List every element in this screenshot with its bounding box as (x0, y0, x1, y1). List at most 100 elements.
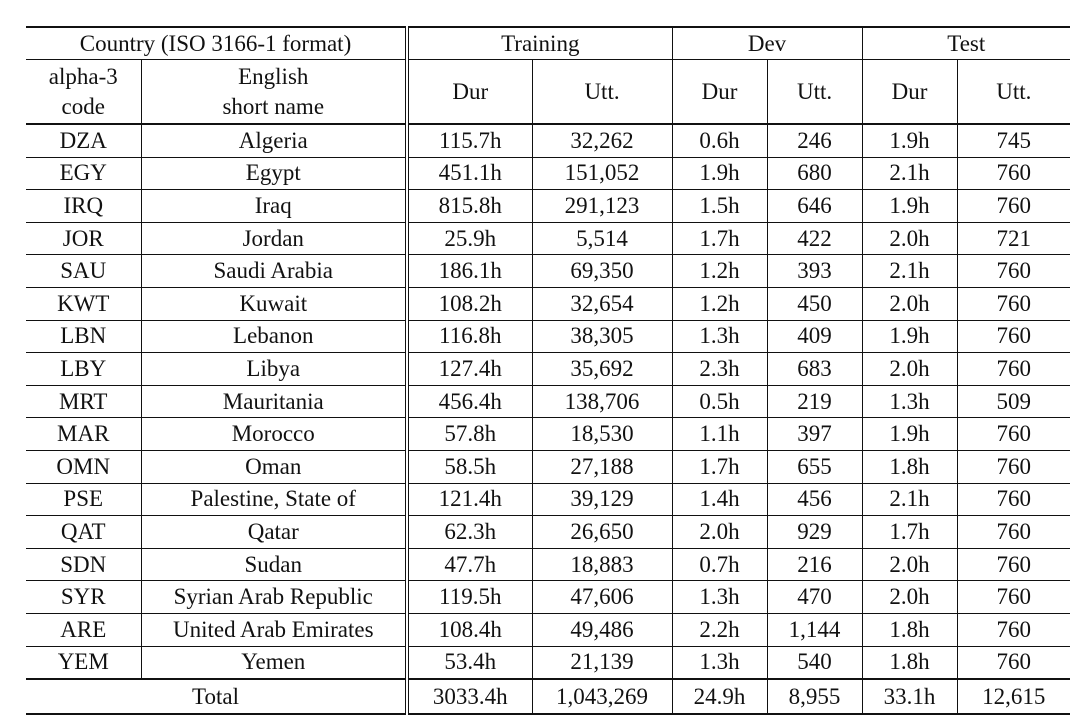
training-utt-cell: 138,706 (532, 385, 673, 419)
country-code-cell: MAR (26, 417, 142, 451)
dev-dur-cell: 1.3h (672, 320, 768, 354)
test-dur-header: Dur (862, 59, 958, 125)
test-utt-cell: 760 (957, 580, 1071, 614)
test-utt-cell: 721 (957, 222, 1071, 256)
country-code-cell: KWT (26, 287, 142, 321)
test-dur-cell: 1.7h (862, 515, 958, 549)
name-header-line2: short name (222, 93, 325, 119)
test-dur-cell: 2.0h (862, 352, 958, 386)
table-body: DZA Algeria 115.7h 32,262 0.6h 246 1.9h 745 EGY E… (26, 124, 1071, 680)
dev-group-header: Dev (672, 26, 863, 60)
dev-dur-cell: 1.1h (672, 417, 768, 451)
country-name-cell: Yemen (141, 646, 409, 680)
table-row: SYR Syrian Arab Republic 119.5h 47,606 1.3h 4… (26, 580, 1071, 614)
country-name-cell: Mauritania (141, 385, 409, 419)
training-dur-cell: 119.5h (407, 580, 533, 614)
training-dur-header: Dur (407, 59, 533, 125)
table-row: QAT Qatar 62.3h 26,650 2.0h 929 1.7h 760 (26, 515, 1071, 549)
dev-dur-cell: 0.7h (672, 548, 768, 582)
name-header-line1: English (238, 63, 309, 89)
table-row: LBN Lebanon 116.8h 38,305 1.3h 409 1.9h 760 (26, 320, 1071, 354)
table-row: ARE United Arab Emirates 108.4h 49,486 2.2h 1… (26, 613, 1071, 647)
country-name-cell: Syrian Arab Republic (141, 580, 409, 614)
training-utt-cell: 38,305 (532, 320, 673, 354)
test-utt-cell: 760 (957, 157, 1071, 191)
total-test-utt: 12,615 (957, 678, 1071, 716)
country-name-cell: Sudan (141, 548, 409, 582)
dev-utt-cell: 456 (767, 483, 863, 517)
country-code-cell: YEM (26, 646, 142, 680)
country-name-cell: Palestine, State of (141, 483, 409, 517)
test-utt-cell: 760 (957, 287, 1071, 321)
training-dur-cell: 53.4h (407, 646, 533, 680)
training-dur-cell: 115.7h (407, 124, 533, 158)
test-utt-cell: 509 (957, 385, 1071, 419)
test-utt-cell: 760 (957, 320, 1071, 354)
training-utt-cell: 49,486 (532, 613, 673, 647)
dev-dur-cell: 1.3h (672, 580, 768, 614)
dev-dur-cell: 1.2h (672, 287, 768, 321)
training-utt-cell: 27,188 (532, 450, 673, 484)
test-utt-cell: 760 (957, 417, 1071, 451)
test-group-header: Test (862, 26, 1071, 60)
dev-utt-header: Utt. (767, 59, 863, 125)
country-name-cell: Libya (141, 352, 409, 386)
training-utt-header: Utt. (532, 59, 673, 125)
dev-dur-header: Dur (672, 59, 768, 125)
test-utt-header: Utt. (957, 59, 1071, 125)
training-utt-cell: 32,654 (532, 287, 673, 321)
training-dur-cell: 127.4h (407, 352, 533, 386)
country-name-cell: Oman (141, 450, 409, 484)
country-code-cell: ARE (26, 613, 142, 647)
training-utt-cell: 35,692 (532, 352, 673, 386)
test-dur-cell: 1.8h (862, 450, 958, 484)
dev-dur-cell: 2.2h (672, 613, 768, 647)
dataset-statistics-table: Country (ISO 3166-1 format) Training Dev… (26, 26, 1071, 716)
country-code-cell: JOR (26, 222, 142, 256)
training-dur-cell: 456.4h (407, 385, 533, 419)
total-train-utt: 1,043,269 (532, 678, 673, 716)
dev-dur-cell: 1.3h (672, 646, 768, 680)
test-dur-cell: 2.1h (862, 483, 958, 517)
dev-dur-cell: 1.9h (672, 157, 768, 191)
country-name-cell: Qatar (141, 515, 409, 549)
training-utt-cell: 39,129 (532, 483, 673, 517)
dev-utt-cell: 393 (767, 254, 863, 288)
dev-utt-cell: 409 (767, 320, 863, 354)
test-utt-cell: 760 (957, 450, 1071, 484)
table-row: LBY Libya 127.4h 35,692 2.3h 683 2.0h 760 (26, 352, 1071, 386)
training-utt-cell: 18,530 (532, 417, 673, 451)
dev-dur-cell: 0.6h (672, 124, 768, 158)
training-utt-cell: 47,606 (532, 580, 673, 614)
test-utt-cell: 760 (957, 483, 1071, 517)
training-dur-cell: 25.9h (407, 222, 533, 256)
table-row: EGY Egypt 451.1h 151,052 1.9h 680 2.1h 760 (26, 157, 1071, 191)
dev-dur-cell: 1.4h (672, 483, 768, 517)
test-utt-cell: 760 (957, 613, 1071, 647)
dev-utt-cell: 683 (767, 352, 863, 386)
test-dur-cell: 2.0h (862, 287, 958, 321)
test-utt-cell: 745 (957, 124, 1071, 158)
training-group-header: Training (407, 26, 673, 60)
alpha3-header-line2: code (61, 93, 105, 119)
training-dur-cell: 815.8h (407, 189, 533, 223)
country-code-cell: QAT (26, 515, 142, 549)
training-dur-cell: 108.4h (407, 613, 533, 647)
dev-dur-cell: 1.5h (672, 189, 768, 223)
total-dev-utt: 8,955 (767, 678, 863, 716)
test-dur-cell: 2.1h (862, 254, 958, 288)
country-group-header: Country (ISO 3166-1 format) (26, 26, 409, 60)
country-code-cell: LBN (26, 320, 142, 354)
country-name-cell: Morocco (141, 417, 409, 451)
dev-utt-cell: 246 (767, 124, 863, 158)
dev-dur-cell: 2.0h (672, 515, 768, 549)
table-row: IRQ Iraq 815.8h 291,123 1.5h 646 1.9h 760 (26, 189, 1071, 223)
dev-utt-cell: 1,144 (767, 613, 863, 647)
table-row: MAR Morocco 57.8h 18,530 1.1h 397 1.9h 760 (26, 417, 1071, 451)
dev-dur-cell: 0.5h (672, 385, 768, 419)
country-code-cell: DZA (26, 124, 142, 158)
dev-dur-cell: 2.3h (672, 352, 768, 386)
table-row: SAU Saudi Arabia 186.1h 69,350 1.2h 393 2.1h 76… (26, 254, 1071, 288)
total-test-dur: 33.1h (862, 678, 958, 716)
test-dur-cell: 2.0h (862, 222, 958, 256)
